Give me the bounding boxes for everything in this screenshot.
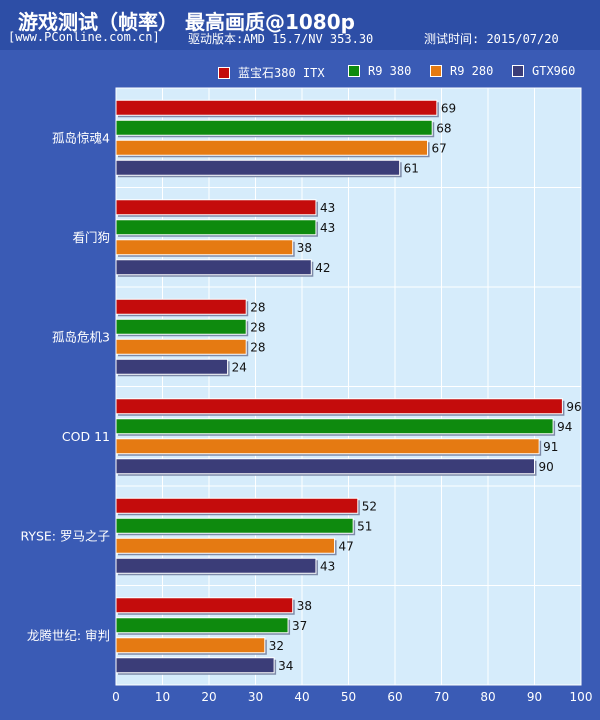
x-tick-label: 60 <box>387 690 402 704</box>
legend-item-r9-380: R9 380 <box>348 64 411 78</box>
x-tick-label: 90 <box>527 690 542 704</box>
bar <box>115 398 563 415</box>
legend-label: 蓝宝石380 ITX <box>238 66 325 80</box>
x-tick-label: 70 <box>434 690 449 704</box>
data-label: 32 <box>269 639 284 653</box>
bar <box>115 298 247 315</box>
legend-item-sapphire-380-itx: 蓝宝石380 ITX <box>218 64 325 81</box>
bar <box>115 418 554 435</box>
data-label: 34 <box>278 659 293 673</box>
data-label: 43 <box>320 201 335 215</box>
x-tick-label: 100 <box>570 690 593 704</box>
data-label: 47 <box>339 539 354 553</box>
category-label: 孤岛危机3 <box>52 329 110 344</box>
bar <box>115 318 247 335</box>
date-label: 测试时间: 2015/07/20 <box>424 32 559 46</box>
x-tick-label: 0 <box>112 690 120 704</box>
data-label: 67 <box>432 141 447 155</box>
bar <box>115 99 438 116</box>
bar <box>115 239 294 256</box>
legend-swatch <box>512 65 524 77</box>
data-label: 28 <box>250 340 265 354</box>
bar <box>115 139 429 156</box>
category-label: 看门狗 <box>72 230 110 245</box>
legend-label: GTX960 <box>532 64 576 78</box>
data-label: 51 <box>357 519 372 533</box>
data-label: 43 <box>320 559 335 573</box>
legend-item-r9-280: R9 280 <box>430 64 493 78</box>
x-tick-label: 50 <box>341 690 356 704</box>
bar <box>115 557 317 574</box>
x-tick-label: 40 <box>294 690 309 704</box>
legend: 蓝宝石380 ITX R9 380 R9 280 GTX960 <box>0 58 600 84</box>
data-label: 38 <box>297 241 312 255</box>
bar <box>115 159 401 176</box>
bar <box>115 617 289 634</box>
category-label: COD 11 <box>62 429 110 444</box>
bar <box>115 338 247 355</box>
driver-label: 驱动版本:AMD 15.7/NV 353.30 <box>188 32 374 46</box>
chart-title: 游戏测试（帧率） 最高画质@1080p <box>18 10 355 34</box>
data-label: 28 <box>250 300 265 314</box>
data-label: 38 <box>297 599 312 613</box>
data-label: 24 <box>232 360 247 374</box>
category-label: 龙腾世纪: 审判 <box>27 628 110 643</box>
legend-label: R9 280 <box>450 64 494 78</box>
bar <box>115 517 354 534</box>
data-label: 37 <box>292 619 307 633</box>
bar <box>115 358 229 375</box>
data-label: 43 <box>320 221 335 235</box>
bar <box>115 438 540 455</box>
bar <box>115 219 317 236</box>
x-tick-label: 80 <box>480 690 495 704</box>
x-tick-label: 30 <box>248 690 263 704</box>
data-label: 68 <box>436 121 451 135</box>
source-label: [www.PConline.com.cn] <box>8 30 160 44</box>
data-label: 28 <box>250 320 265 334</box>
bar <box>115 259 312 276</box>
bar <box>115 597 294 614</box>
legend-swatch <box>430 65 442 77</box>
data-label: 69 <box>441 101 456 115</box>
category-label: 孤岛惊魂4 <box>52 130 110 145</box>
legend-swatch <box>218 66 230 79</box>
data-label: 90 <box>539 460 554 474</box>
bar <box>115 458 535 475</box>
data-label: 61 <box>404 161 419 175</box>
data-label: 96 <box>566 400 581 414</box>
data-label: 52 <box>362 499 377 513</box>
data-label: 94 <box>557 420 572 434</box>
legend-item-gtx960: GTX960 <box>512 64 575 78</box>
category-label: RYSE: 罗马之子 <box>20 528 110 543</box>
bar <box>115 497 359 514</box>
bar <box>115 119 433 136</box>
bar <box>115 537 336 554</box>
bar <box>115 657 275 674</box>
data-label: 42 <box>315 261 330 275</box>
legend-swatch <box>348 65 360 77</box>
legend-label: R9 380 <box>368 64 412 78</box>
x-tick-label: 10 <box>155 690 170 704</box>
x-tick-label: 20 <box>201 690 216 704</box>
bar <box>115 199 317 216</box>
bar <box>115 637 266 654</box>
data-label: 91 <box>543 440 558 454</box>
header: 游戏测试（帧率） 最高画质@1080p [www.PConline.com.cn… <box>0 0 600 50</box>
